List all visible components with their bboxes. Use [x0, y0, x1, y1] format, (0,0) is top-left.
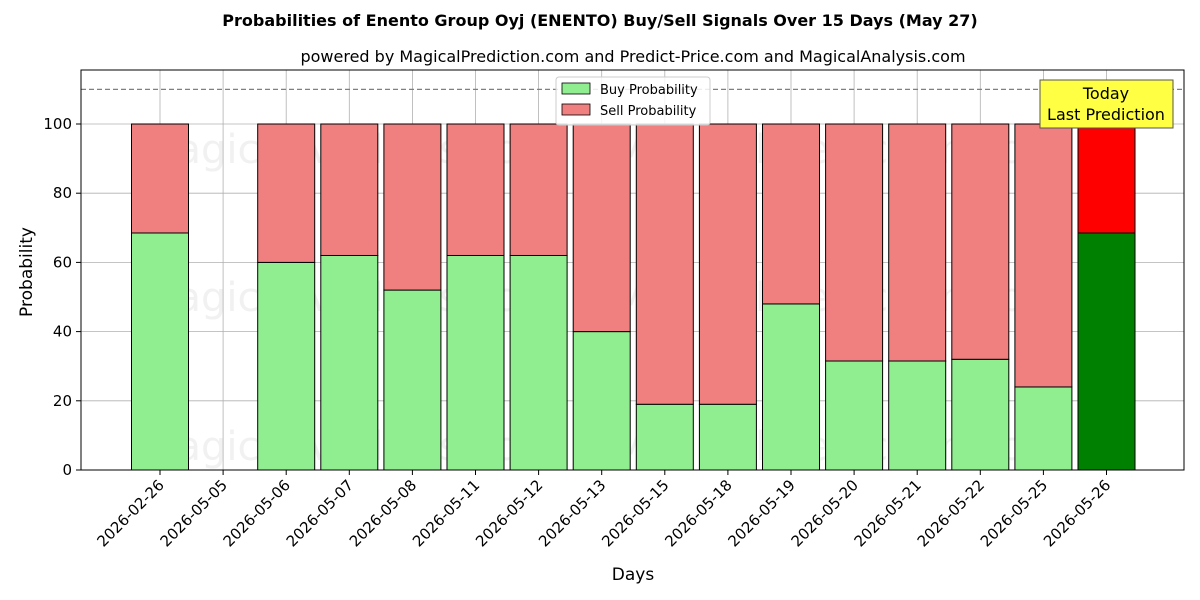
x-tick-label: 2026-05-07: [283, 476, 357, 550]
legend-swatch-buy: [561, 82, 591, 95]
x-tick-label: 2026-05-06: [220, 476, 294, 550]
bar-sell: [888, 123, 947, 362]
x-tick-label: 2026-05-21: [851, 476, 925, 550]
x-tick-label: 2026-05-20: [788, 476, 862, 550]
bar-buy: [257, 261, 316, 471]
x-tick-label: 2026-05-11: [409, 476, 483, 550]
bar-buy: [383, 289, 442, 471]
bar-sell: [951, 123, 1010, 360]
x-tick-label: 2026-05-05: [157, 476, 231, 550]
plot-area-frame: [80, 69, 1185, 471]
bar-buy: [698, 403, 757, 471]
x-axis: 2026-02-262026-05-052026-05-062026-05-07…: [93, 470, 1114, 550]
legend-label-sell: Sell Probability: [600, 104, 697, 119]
bar-buy: [888, 360, 947, 471]
bar-sell: [1077, 123, 1136, 234]
x-tick-label: 2026-05-15: [598, 476, 672, 550]
bar-sell: [446, 123, 505, 256]
bar-buy: [762, 303, 820, 471]
y-axis-label: Probability: [17, 227, 37, 317]
bar-buy: [572, 331, 631, 471]
bar-sell: [572, 123, 631, 333]
legend: Buy Probability Sell Probability: [555, 76, 711, 126]
x-tick-label: 2026-02-26: [93, 476, 167, 550]
x-tick-label: 2026-05-26: [1040, 476, 1114, 550]
bars: [131, 123, 1136, 471]
bar-buy: [1077, 232, 1136, 471]
annotation-box: [1039, 79, 1174, 129]
bar-sell: [762, 123, 820, 305]
bar-buy: [509, 254, 568, 471]
x-tick-label: 2026-05-12: [472, 476, 546, 550]
x-tick-label: 2026-05-13: [535, 476, 609, 550]
today-annotation: Today Last Prediction: [1039, 79, 1174, 129]
bar-sell: [1014, 123, 1073, 388]
bar-sell: [257, 123, 316, 263]
bar-buy: [131, 232, 189, 471]
bar-buy: [951, 358, 1010, 471]
y-tick-label: 80: [53, 184, 72, 202]
x-tick-label: 2026-05-19: [724, 476, 798, 550]
y-tick-label: 20: [53, 392, 72, 410]
bar-buy: [635, 403, 694, 471]
bar-sell: [509, 123, 568, 256]
bar-buy: [825, 360, 884, 471]
bar-sell: [383, 123, 442, 291]
y-axis: 0 20 40 60 80 100: [43, 115, 81, 479]
x-axis-label: Days: [612, 565, 655, 585]
bar-sell: [131, 123, 189, 234]
y-tick-label: 60: [53, 253, 72, 271]
x-tick-label: 2026-05-25: [977, 476, 1051, 550]
legend-label-buy: Buy Probability: [600, 83, 698, 98]
y-tick-label: 0: [62, 461, 72, 479]
chart-title: Probabilities of Enento Group Oyj (ENENT…: [222, 11, 977, 30]
annotation-line1: Today: [1082, 84, 1129, 103]
y-tick-label: 100: [43, 115, 72, 133]
annotation-line2: Last Prediction: [1047, 105, 1165, 124]
chart-subtitle: powered by MagicalPrediction.com and Pre…: [300, 47, 965, 66]
bar-buy: [446, 254, 505, 471]
bar-buy: [1014, 386, 1073, 471]
y-tick-label: 40: [53, 323, 72, 341]
bar-sell: [825, 123, 884, 362]
x-tick-label: 2026-05-18: [661, 476, 735, 550]
bar-sell: [635, 123, 694, 405]
x-tick-label: 2026-05-22: [914, 476, 988, 550]
bar-sell: [698, 123, 757, 405]
legend-swatch-sell: [561, 103, 591, 116]
bar-sell: [320, 123, 379, 256]
x-tick-label: 2026-05-08: [346, 476, 420, 550]
legend-box: [555, 76, 711, 126]
bar-buy: [320, 254, 379, 471]
